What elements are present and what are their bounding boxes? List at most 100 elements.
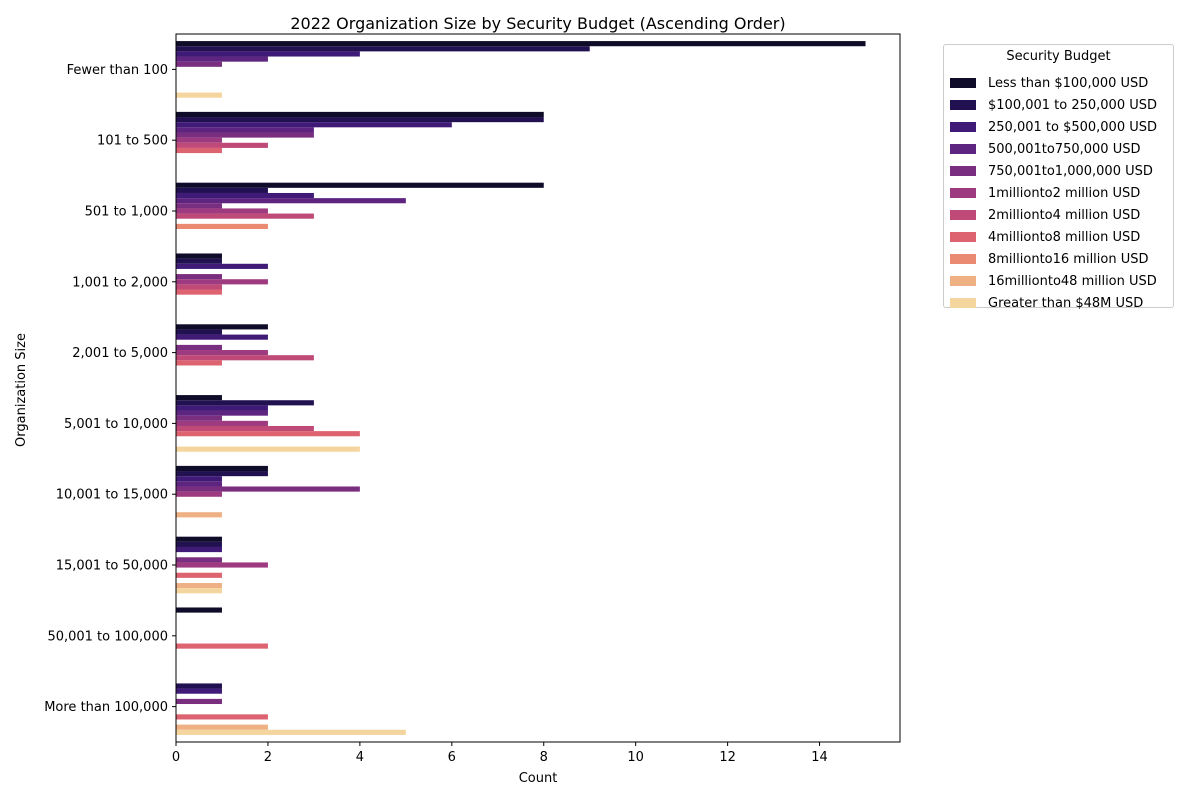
bar-s4-c9 xyxy=(176,698,222,705)
x-tick-label-3: 6 xyxy=(448,750,456,765)
bar-s2-c1 xyxy=(176,122,452,128)
bar-s2-c3 xyxy=(176,263,268,269)
bar-s6-c1 xyxy=(176,142,268,148)
y-tick-label-2: 501 to 1,000 xyxy=(85,205,168,220)
bar-s6-c5 xyxy=(176,425,314,432)
x-axis-label: Count xyxy=(519,771,558,786)
legend-item-0: Less than $100,000 USD xyxy=(950,73,1148,93)
bar-s3-c6 xyxy=(176,481,222,487)
y-tick-label-5: 5,001 to 10,000 xyxy=(64,417,168,432)
bar-s9-c7 xyxy=(176,583,222,589)
bar-s5-c2 xyxy=(176,208,268,214)
legend-label-1: $100,001 to 250,000 USD xyxy=(988,97,1158,113)
legend-swatch-3 xyxy=(950,144,976,154)
bar-s6-c3 xyxy=(176,284,222,290)
chart-title: 2022 Organization Size by Security Budge… xyxy=(290,14,785,33)
bar-s5-c4 xyxy=(176,350,268,356)
bar-s0-c1 xyxy=(176,111,544,118)
legend-swatch-1 xyxy=(950,100,976,110)
bar-s6-c2 xyxy=(176,213,314,219)
bar-s7-c8 xyxy=(176,643,268,649)
x-tick-label-1: 2 xyxy=(264,750,272,765)
legend-item-1: $100,001 to 250,000 USD xyxy=(950,95,1157,115)
x-tick-label-7: 14 xyxy=(811,750,828,765)
legend-item-8: 8millionto16 million USD xyxy=(950,249,1149,269)
bar-s10-c9 xyxy=(176,729,406,735)
legend-label-7: 4millionto8 million USD xyxy=(988,229,1141,245)
legend-swatch-2 xyxy=(950,122,976,132)
bar-s2-c6 xyxy=(176,476,222,482)
x-tick-label-4: 8 xyxy=(540,750,548,765)
bar-s7-c3 xyxy=(176,289,222,295)
bar-s0-c5 xyxy=(176,395,222,401)
bar-s0-c0 xyxy=(176,41,866,47)
x-tick-label-2: 4 xyxy=(356,750,364,765)
bar-s2-c4 xyxy=(176,334,268,340)
legend-item-9: 16millionto48 million USD xyxy=(950,271,1157,291)
y-tick-label-1: 101 to 500 xyxy=(97,134,168,149)
bar-s1-c6 xyxy=(176,471,268,477)
bar-s2-c7 xyxy=(176,546,222,553)
bar-s3-c2 xyxy=(176,198,406,204)
bar-s7-c4 xyxy=(176,360,222,366)
y-tick-label-3: 1,001 to 2,000 xyxy=(72,275,168,290)
bar-s3-c5 xyxy=(176,410,268,416)
bar-s6-c4 xyxy=(176,355,314,361)
plot-frame xyxy=(175,33,901,743)
bar-s0-c2 xyxy=(176,182,544,188)
bar-s1-c4 xyxy=(176,329,222,335)
bar-s10-c7 xyxy=(176,588,222,594)
legend-item-5: 1millionto2 million USD xyxy=(950,183,1140,203)
bar-s1-c3 xyxy=(176,258,222,264)
bar-s10-c5 xyxy=(176,446,360,452)
y-tick-label-4: 2,001 to 5,000 xyxy=(72,346,168,361)
bar-s7-c1 xyxy=(176,147,222,154)
legend-swatch-9 xyxy=(950,276,976,286)
bar-s5-c1 xyxy=(176,137,222,143)
bar-s0-c6 xyxy=(176,465,268,472)
bar-s4-c0 xyxy=(176,61,222,67)
bar-s4-c3 xyxy=(176,274,222,280)
bar-s2-c9 xyxy=(176,688,222,694)
legend-label-4: 750,001to1,000,000 USD xyxy=(988,163,1153,179)
legend-label-9: 16millionto48 million USD xyxy=(988,273,1157,289)
bar-s4-c6 xyxy=(176,486,360,492)
bar-s9-c6 xyxy=(176,512,222,518)
legend-swatch-8 xyxy=(950,254,976,264)
legend-item-6: 2millionto4 million USD xyxy=(950,205,1140,225)
bar-s7-c7 xyxy=(176,572,222,578)
bar-s1-c0 xyxy=(176,46,590,52)
x-tick-label-0: 0 xyxy=(172,750,180,765)
legend: Security Budget Less than $100,000 USD $1… xyxy=(943,44,1174,311)
y-axis-label: Organization Size xyxy=(14,333,29,447)
bar-s1-c2 xyxy=(176,187,268,193)
legend-label-6: 2millionto4 million USD xyxy=(988,207,1141,223)
legend-label-2: 250,001 to $500,000 USD xyxy=(988,119,1158,135)
bar-s0-c8 xyxy=(176,607,222,613)
bar-s3-c0 xyxy=(176,56,268,62)
bar-s0-c4 xyxy=(176,324,268,330)
bar-s5-c6 xyxy=(176,491,222,497)
y-axis: Fewer than 100 101 to 500 501 to 1,000 1,00… xyxy=(44,63,176,715)
legend-item-4: 750,001to1,000,000 USD xyxy=(950,161,1153,181)
bar-s2-c5 xyxy=(176,405,268,411)
bar-s10-c0 xyxy=(176,92,222,98)
bars-group xyxy=(176,41,866,735)
bar-s1-c5 xyxy=(176,400,314,406)
legend-label-10: Greater than $48M USD xyxy=(988,295,1144,311)
x-tick-label-6: 12 xyxy=(719,750,736,765)
bar-s2-c0 xyxy=(176,51,360,57)
bar-s5-c3 xyxy=(176,279,268,285)
bar-s7-c9 xyxy=(176,714,268,720)
bar-s4-c5 xyxy=(176,415,222,421)
y-tick-label-0: Fewer than 100 xyxy=(67,63,168,78)
bar-s2-c2 xyxy=(176,192,314,199)
legend-item-3: 500,001to750,000 USD xyxy=(950,139,1140,159)
y-tick-label-6: 10,001 to 15,000 xyxy=(56,488,168,503)
x-tick-label-5: 10 xyxy=(627,750,644,765)
bar-s1-c7 xyxy=(176,541,222,547)
y-tick-label-8: 50,001 to 100,000 xyxy=(47,629,168,644)
bar-s4-c7 xyxy=(176,557,222,563)
legend-swatch-10 xyxy=(950,298,976,308)
